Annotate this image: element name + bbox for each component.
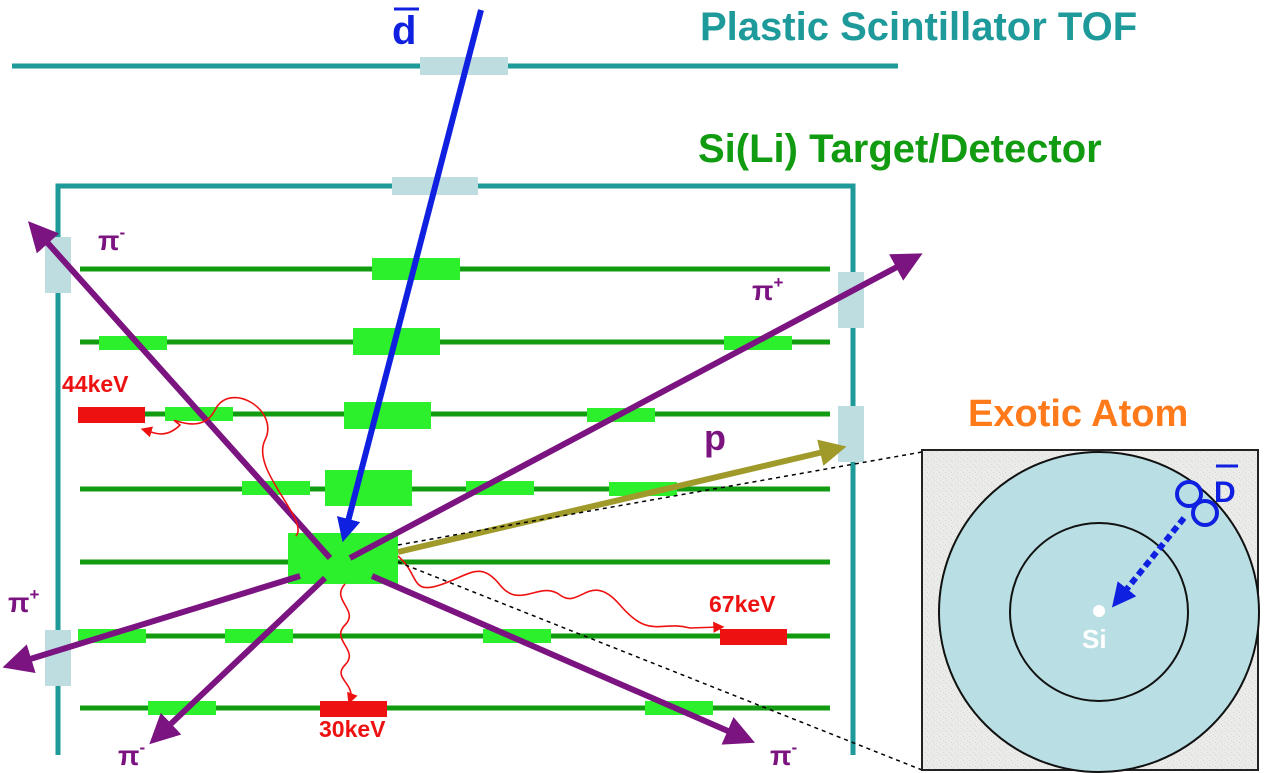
track-pi-minus-bottom-right	[370, 573, 756, 745]
track-pi-minus-top-left	[27, 221, 333, 561]
xray-30kev-label: 30keV	[319, 716, 386, 742]
frame-right-hit-upper	[838, 272, 864, 328]
proton-label: p	[704, 417, 726, 458]
frame-left-hit-lower	[45, 630, 71, 686]
pion-tracks	[2, 221, 923, 745]
track-pi-plus-left	[2, 573, 301, 674]
antideuteron-label: d	[392, 9, 416, 53]
exotic-atom-inset	[921, 449, 1260, 773]
silicon-label: Si	[1082, 624, 1107, 654]
detector-layers	[80, 266, 830, 711]
pi-minus-top-left-label: π-	[98, 223, 125, 256]
hit-l7-left	[148, 701, 216, 715]
hit-l2-left	[99, 336, 167, 350]
cascade-arrow	[1111, 516, 1187, 608]
xray-hit-67kev	[720, 629, 787, 645]
hit-l4-left	[242, 481, 310, 495]
target-label: Si(Li) Target/Detector	[698, 127, 1102, 171]
hit-l4-center	[325, 470, 412, 506]
photon-44kev	[140, 396, 299, 537]
track-pi-minus-bottom-left	[149, 575, 328, 745]
antideuteron-nucleon-b	[1191, 499, 1219, 527]
zoom-line-bottom	[397, 561, 923, 771]
track-pi-plus-right	[348, 253, 923, 561]
hit-l6-mid	[225, 629, 293, 643]
xray-hit-30kev	[320, 701, 387, 717]
pi-minus-bottom-right-label: π-	[770, 738, 797, 771]
pi-minus-bottom-left-label: π-	[118, 738, 145, 771]
proton-track	[397, 439, 847, 555]
antideuteron-track	[337, 9, 484, 543]
pi-plus-left-label: π+	[8, 585, 39, 618]
zoom-line-top	[397, 451, 923, 546]
photon-30kev	[339, 583, 358, 705]
frame-right-hit-lower	[838, 406, 864, 462]
xray-hit-44kev	[78, 407, 145, 423]
antideuteron-atom-label: D	[1214, 476, 1236, 509]
xray-photons	[140, 396, 725, 705]
nucleus-dot	[1093, 605, 1105, 617]
tof-label: Plastic Scintillator TOF	[700, 5, 1137, 49]
xray-67kev-label: 67keV	[709, 591, 776, 617]
antideuteron-nucleon-a	[1175, 480, 1203, 508]
hit-l3-center	[344, 402, 431, 429]
photon-67kev	[397, 555, 725, 633]
pi-plus-right-label: π+	[752, 273, 783, 306]
xray-44kev-label: 44keV	[62, 371, 129, 397]
exotic-atom-label: Exotic Atom	[968, 393, 1188, 435]
